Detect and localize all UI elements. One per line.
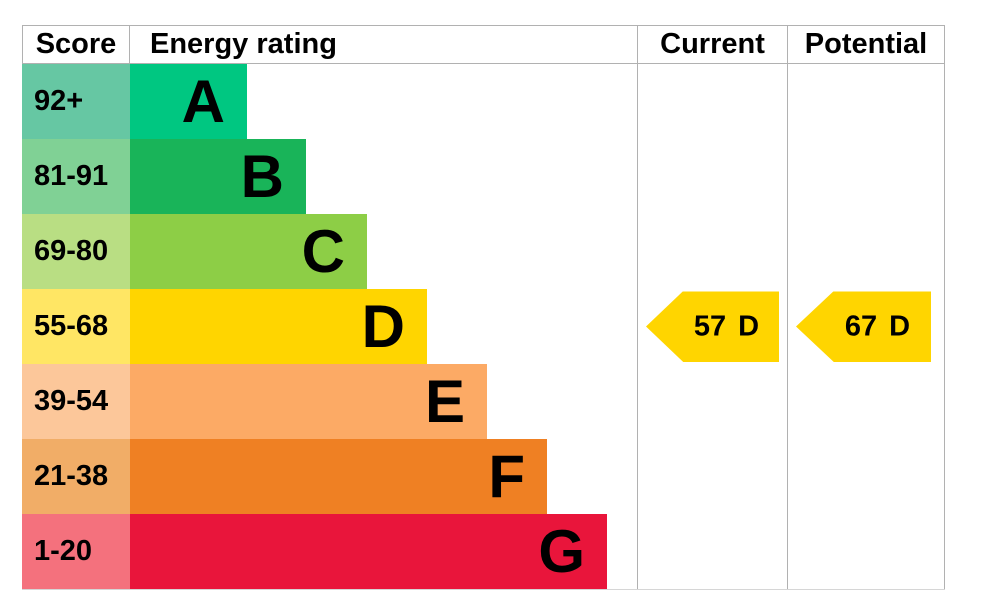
band-bar: F bbox=[130, 439, 547, 514]
energy-cell: B bbox=[130, 139, 637, 214]
header-energy-rating: Energy rating bbox=[130, 25, 637, 64]
band-row-e: 39-54 E bbox=[22, 364, 945, 439]
energy-cell: C bbox=[130, 214, 637, 289]
score-cell: 92+ bbox=[22, 64, 130, 139]
band-row-c: 69-80 C bbox=[22, 214, 945, 289]
current-rating-band: D bbox=[738, 310, 760, 342]
band-bar: B bbox=[130, 139, 306, 214]
potential-rating-value: 67 bbox=[844, 310, 878, 342]
current-rating-arrow: 57 D bbox=[646, 291, 779, 362]
header-potential: Potential bbox=[787, 25, 945, 64]
energy-cell: F bbox=[130, 439, 637, 514]
potential-cell bbox=[787, 514, 945, 589]
current-cell bbox=[637, 64, 787, 139]
energy-cell: A bbox=[130, 64, 637, 139]
potential-cell bbox=[787, 364, 945, 439]
band-bar: A bbox=[130, 64, 247, 139]
potential-cell bbox=[787, 139, 945, 214]
score-cell: 1-20 bbox=[22, 514, 130, 589]
energy-cell: E bbox=[130, 364, 637, 439]
score-cell: 69-80 bbox=[22, 214, 130, 289]
energy-cell: G bbox=[130, 514, 637, 589]
band-bar: E bbox=[130, 364, 487, 439]
score-cell: 21-38 bbox=[22, 439, 130, 514]
energy-cell: D bbox=[130, 289, 637, 364]
current-rating-value: 57 bbox=[693, 310, 727, 342]
potential-rating-band: D bbox=[889, 310, 911, 342]
band-bar: D bbox=[130, 289, 427, 364]
potential-cell: 67 D bbox=[787, 289, 945, 364]
chart-header-row: Score Energy rating Current Potential bbox=[22, 25, 945, 64]
header-score: Score bbox=[22, 25, 130, 64]
potential-rating-arrow: 67 D bbox=[796, 291, 931, 362]
band-bar: C bbox=[130, 214, 367, 289]
current-cell: 57 D bbox=[637, 289, 787, 364]
current-cell bbox=[637, 514, 787, 589]
score-cell: 39-54 bbox=[22, 364, 130, 439]
band-row-g: 1-20 G bbox=[22, 514, 945, 589]
band-row-b: 81-91 B bbox=[22, 139, 945, 214]
potential-cell bbox=[787, 214, 945, 289]
header-current: Current bbox=[637, 25, 787, 64]
score-cell: 55-68 bbox=[22, 289, 130, 364]
current-cell bbox=[637, 364, 787, 439]
potential-cell bbox=[787, 64, 945, 139]
band-row-a: 92+ A bbox=[22, 64, 945, 139]
band-row-d: 55-68 D 57 D 67 D bbox=[22, 289, 945, 364]
band-bar: G bbox=[130, 514, 607, 589]
current-cell bbox=[637, 214, 787, 289]
current-cell bbox=[637, 139, 787, 214]
band-row-f: 21-38 F bbox=[22, 439, 945, 514]
score-cell: 81-91 bbox=[22, 139, 130, 214]
current-cell bbox=[637, 439, 787, 514]
potential-cell bbox=[787, 439, 945, 514]
epc-rating-chart: Score Energy rating Current Potential 92… bbox=[22, 25, 945, 590]
